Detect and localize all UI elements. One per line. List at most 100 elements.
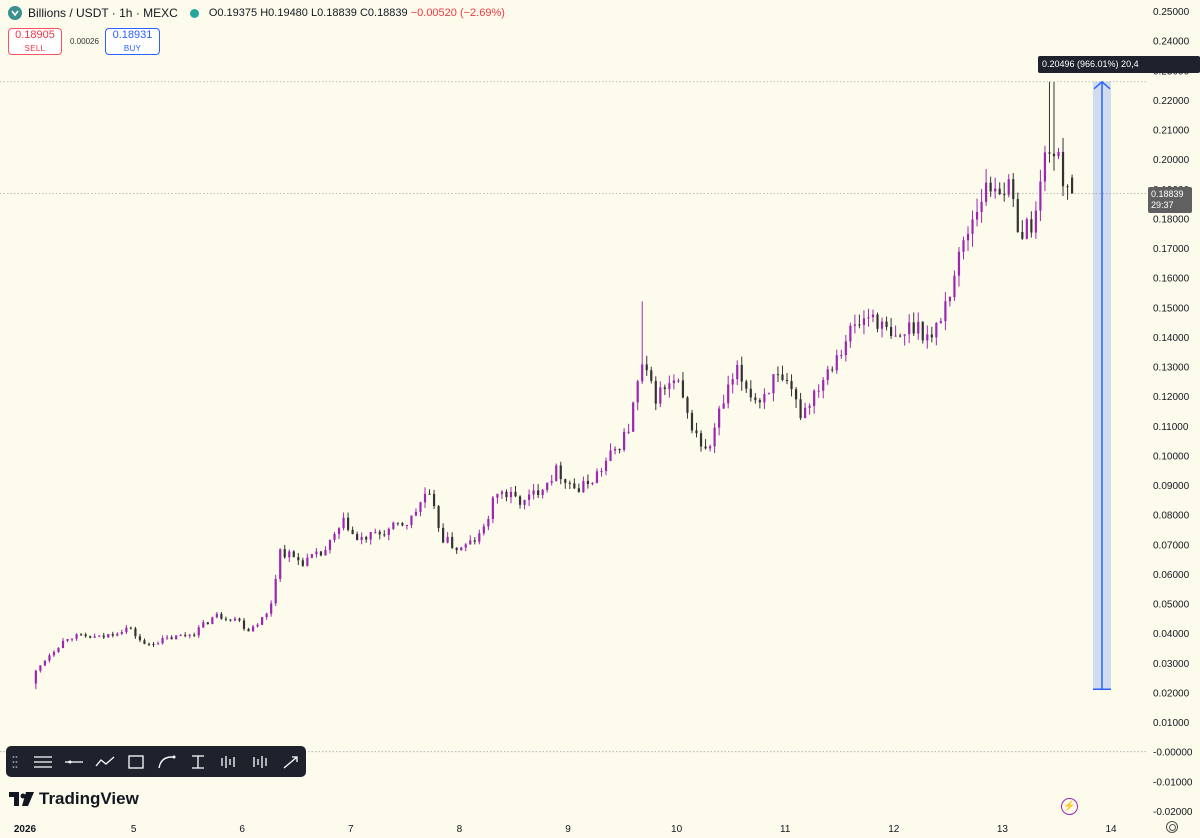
candle-body (428, 493, 431, 495)
candle-body (374, 531, 377, 533)
time-tick-label: 11 (780, 824, 791, 835)
high-label: H (260, 7, 269, 19)
measure-tool (1093, 80, 1111, 690)
price-tick-label: 0.20000 (1153, 155, 1190, 166)
time-tick-label: 9 (565, 824, 571, 835)
symbol-legend: Billions / USDT · 1h · MEXC O0.19375 H0.… (8, 6, 505, 20)
open-label: O (208, 7, 218, 19)
candle-body (835, 355, 838, 371)
settings-icon[interactable] (1166, 821, 1178, 833)
candle-body (1043, 152, 1047, 182)
sell-button[interactable]: 0.18905 SELL (8, 28, 62, 55)
candle-body (211, 617, 214, 625)
short-position-icon[interactable] (244, 746, 275, 777)
candle-body (261, 617, 264, 625)
price-tick-label: 0.18000 (1153, 214, 1190, 225)
candle-body (790, 381, 793, 390)
candle-body (998, 188, 1001, 195)
buy-button[interactable]: 0.18931 BUY (105, 28, 160, 55)
candle-body (871, 314, 875, 318)
price-tick-label: 0.03000 (1153, 659, 1190, 670)
candle-body (460, 547, 463, 551)
candle-body (80, 634, 83, 636)
candle-body (989, 182, 992, 192)
candle-body (582, 480, 585, 493)
candle-body (912, 322, 915, 334)
trend-icon[interactable] (90, 746, 121, 777)
candle-body (758, 400, 761, 403)
candle-body (808, 405, 811, 408)
long-position-icon[interactable] (213, 746, 244, 777)
candle-body (134, 628, 137, 637)
time-tick-label: 2026 (14, 824, 37, 835)
curve-icon[interactable] (152, 746, 183, 777)
candle-body (831, 369, 834, 371)
candle-body (718, 408, 721, 428)
market-status-icon (189, 8, 199, 18)
candle-body (152, 643, 155, 645)
price-tick-label: 0.02000 (1153, 688, 1190, 699)
candle-body (1016, 199, 1019, 232)
candle-body (220, 613, 223, 619)
candle-body (70, 638, 74, 640)
candle-body (862, 318, 866, 325)
sell-price: 0.18905 (15, 28, 55, 41)
candle-body (446, 536, 449, 543)
symbol-title[interactable]: Billions / USDT · 1h · MEXC (28, 6, 178, 20)
candle-body (944, 301, 947, 322)
candle-body (754, 397, 757, 401)
candle-body (98, 635, 101, 637)
candle-body (708, 446, 712, 449)
candle-body (844, 341, 847, 356)
horizontal-line-icon[interactable] (59, 746, 90, 777)
candle-body (880, 321, 884, 329)
candle-body (437, 506, 440, 528)
tradingview-logo[interactable]: TradingView (9, 789, 139, 809)
candle-body (233, 618, 237, 621)
range-icon[interactable] (182, 746, 213, 777)
candle-body (423, 493, 427, 503)
candle-body (432, 493, 436, 507)
candle-body (238, 618, 241, 621)
buy-price: 0.18931 (112, 28, 153, 41)
candle-body (333, 533, 336, 540)
candle-body (1057, 151, 1060, 157)
candle-body (156, 643, 160, 645)
candle-body (473, 540, 476, 542)
price-tick-label: 0.06000 (1153, 570, 1190, 581)
candle-body (1012, 179, 1015, 200)
candle-body (175, 635, 178, 640)
candle-body (52, 652, 56, 656)
price-axis: 0.250000.240000.230000.220000.210000.200… (1153, 7, 1193, 818)
candle-body (659, 387, 662, 404)
price-tick-label: 0.11000 (1153, 422, 1189, 433)
time-tick-label: 6 (239, 824, 245, 835)
candle-body (500, 491, 504, 494)
candle-body (57, 648, 60, 653)
rectangle-icon[interactable] (121, 746, 152, 777)
arrow-icon[interactable] (275, 746, 306, 777)
candle-body (1003, 194, 1006, 196)
candle-body (532, 490, 535, 495)
candle-body (813, 390, 816, 406)
candle-body (328, 539, 332, 551)
candle-body (632, 402, 635, 432)
candle-body (1021, 231, 1024, 239)
candle-body (654, 380, 657, 404)
candle-body (804, 407, 807, 419)
candle-body (663, 387, 666, 390)
candle-body (623, 431, 626, 451)
candle-body (858, 324, 861, 326)
candle-body (609, 450, 612, 461)
candle-body (1025, 219, 1028, 239)
lightning-icon[interactable]: ⚡ (1061, 798, 1078, 815)
candle-body (568, 482, 571, 484)
drag-handle-icon[interactable] (12, 755, 18, 769)
lines-icon[interactable] (28, 746, 59, 777)
candle-body (509, 491, 513, 498)
price-tick-label: 0.01000 (1153, 718, 1190, 729)
candle-body (147, 643, 151, 645)
candle-body (496, 493, 499, 498)
last-price-tag: 0.18839 29:37 (1148, 187, 1192, 213)
